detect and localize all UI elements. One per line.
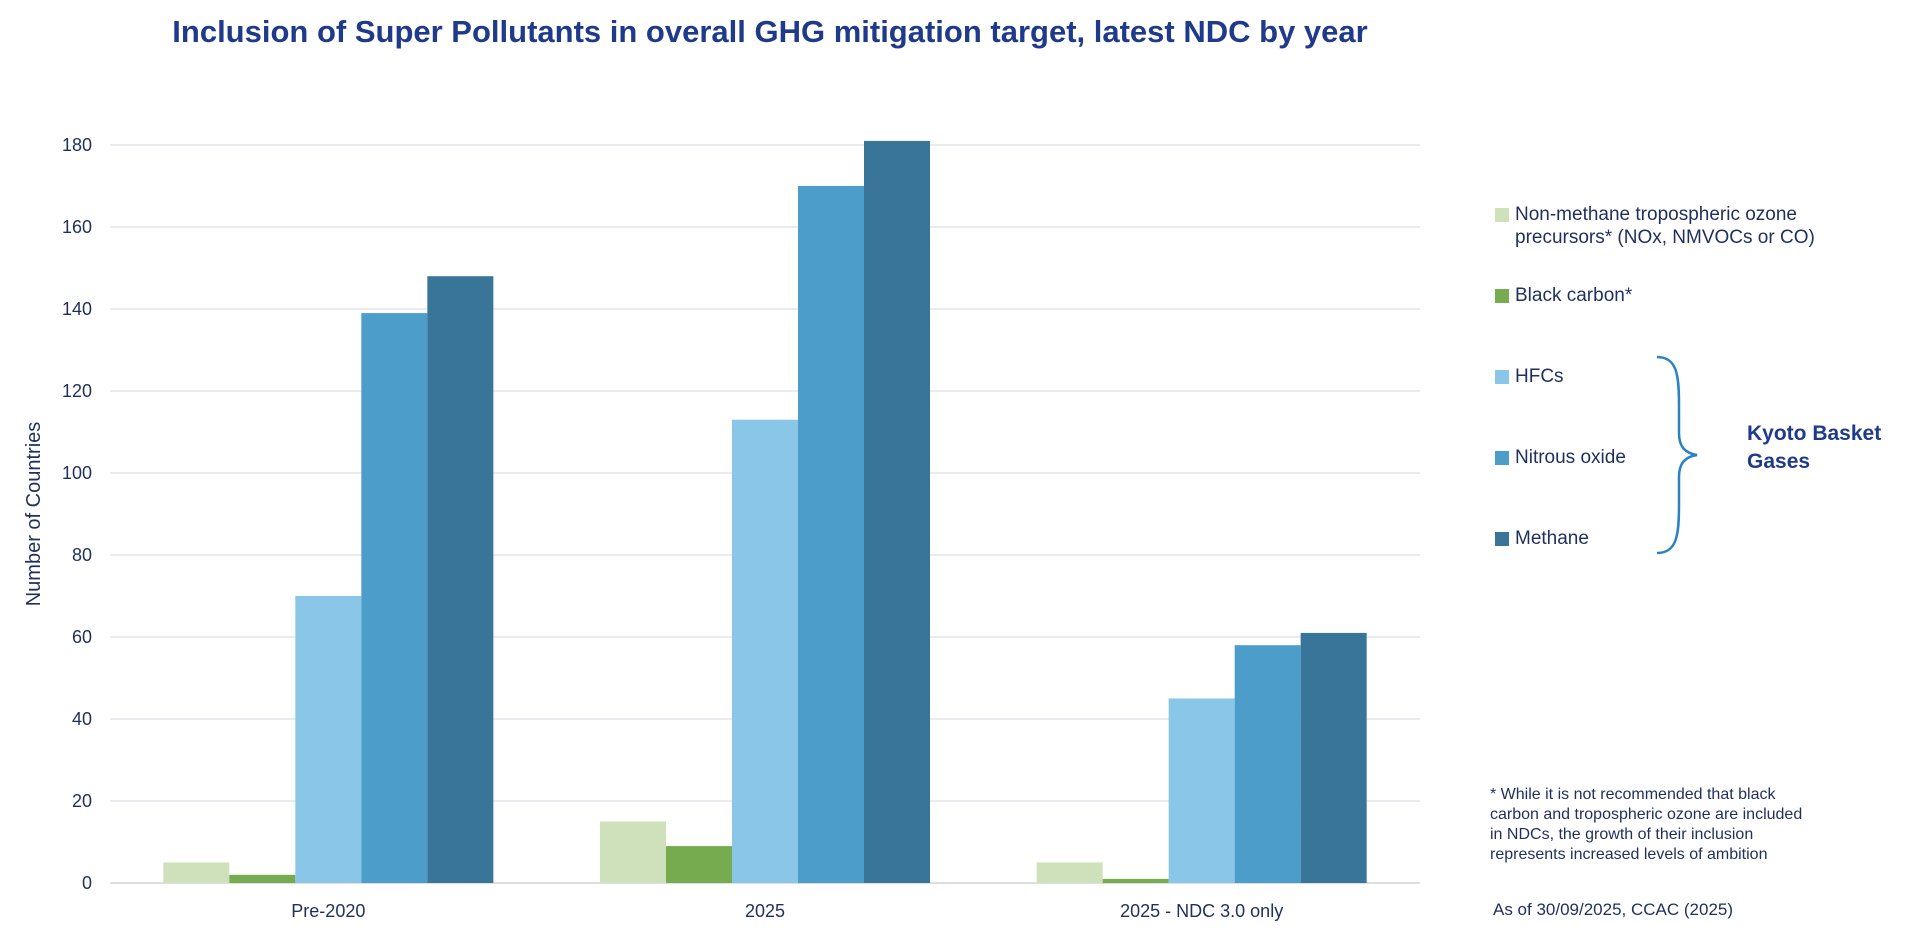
legend-swatch-methane <box>1495 532 1509 546</box>
chart-title: Inclusion of Super Pollutants in overall… <box>172 14 1368 49</box>
y-tick-label: 160 <box>62 217 92 237</box>
bar-3-3 <box>1168 698 1235 883</box>
legend-label-black-carbon: Black carbon* <box>1515 285 1633 306</box>
y-tick-label: 100 <box>62 463 92 483</box>
legend-swatch-hfcs <box>1495 370 1509 384</box>
bar-2-3 <box>732 419 798 883</box>
legend-swatch-nitrous-oxide <box>1495 451 1509 465</box>
bar-3-4 <box>1234 645 1301 883</box>
legend-label-ozone-precursors: Non-methane tropospheric ozone precursors… <box>1515 204 1815 248</box>
legend-item-nitrous-oxide: Nitrous oxide <box>1495 446 1626 469</box>
legend-item-hfcs: HFCs <box>1495 365 1564 388</box>
bar-3-2 <box>1102 878 1169 883</box>
source-note: As of 30/09/2025, CCAC (2025) <box>1493 900 1734 919</box>
chart-area: 0 20 40 60 80 100 120 140 160 180 Number of Countr… <box>23 135 1420 921</box>
bar-1-1 <box>163 862 230 883</box>
x-category-label: Pre-2020 <box>291 901 365 921</box>
y-tick-label: 180 <box>62 135 92 155</box>
bar-3-1 <box>1036 862 1103 883</box>
bar-3-5 <box>1300 632 1367 883</box>
legend-label-nitrous-oxide: Nitrous oxide <box>1515 447 1626 468</box>
y-tick-label: 40 <box>72 709 92 729</box>
y-tick-label: 0 <box>82 873 92 893</box>
x-category-label: 2025 - NDC 3.0 only <box>1120 901 1283 921</box>
legend-item-ozone-precursors: Non-methane tropospheric ozone precursors… <box>1495 203 1815 249</box>
legend: Non-methane tropospheric ozone precursors… <box>1495 0 1920 940</box>
legend-item-methane: Methane <box>1495 527 1589 550</box>
kyoto-basket-label: Kyoto Basket Gases <box>1747 422 1882 473</box>
bar-1-5 <box>427 276 494 883</box>
kyoto-brace-icon <box>1656 355 1698 555</box>
legend-label-methane: Methane <box>1515 528 1589 549</box>
bar-2-1 <box>600 821 666 883</box>
y-axis-label: Number of Countries <box>23 422 45 607</box>
legend-swatch-ozone-precursors <box>1495 208 1509 222</box>
footnote: * While it is not recommended that black… <box>1490 786 1803 863</box>
bar-2-4 <box>798 186 864 883</box>
y-tick-label: 80 <box>72 545 92 565</box>
legend-label-hfcs: HFCs <box>1515 366 1564 387</box>
y-tick-label: 20 <box>72 791 92 811</box>
bar-1-2 <box>229 874 296 883</box>
y-tick-label: 60 <box>72 627 92 647</box>
legend-swatch-black-carbon <box>1495 289 1509 303</box>
legend-item-black-carbon: Black carbon* <box>1495 284 1632 307</box>
x-category-label: 2025 <box>745 901 785 921</box>
bar-2-5 <box>864 140 930 883</box>
bar-1-3 <box>295 596 362 883</box>
bar-1-4 <box>361 313 428 884</box>
bar-2-2 <box>666 846 732 883</box>
y-tick-label: 140 <box>62 299 92 319</box>
y-tick-label: 120 <box>62 381 92 401</box>
